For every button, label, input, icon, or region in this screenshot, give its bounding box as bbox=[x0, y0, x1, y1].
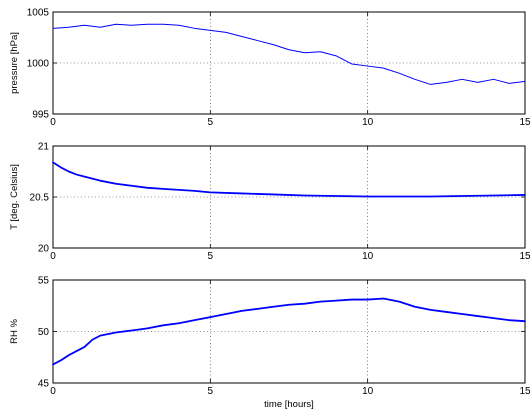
temperature-x-tick-label: 0 bbox=[50, 251, 56, 262]
pressure-y-tick-label: 995 bbox=[32, 110, 49, 121]
humidity-x-tick-label: 5 bbox=[208, 386, 214, 397]
humidity-x-tick-label: 15 bbox=[519, 386, 530, 397]
pressure-x-tick-label: 0 bbox=[50, 117, 56, 128]
temperature-subplot: 0 5 10 15 20 20.5 21 T [deg. Celsius] bbox=[9, 142, 530, 263]
humidity-x-axis-label: time [hours] bbox=[264, 399, 314, 410]
humidity-y-tick-label: 55 bbox=[38, 276, 50, 287]
humidity-y-tick-label: 50 bbox=[38, 327, 50, 338]
temperature-y-axis-label: T [deg. Celsius] bbox=[9, 164, 20, 230]
pressure-y-tick-label: 1005 bbox=[27, 8, 50, 19]
temperature-y-tick-label: 20 bbox=[38, 244, 50, 255]
temperature-x-tick-label: 15 bbox=[519, 251, 530, 262]
humidity-y-tick-label: 45 bbox=[38, 379, 50, 390]
temperature-y-tick-label: 20.5 bbox=[30, 193, 50, 204]
pressure-y-tick-label: 1000 bbox=[27, 59, 50, 70]
humidity-x-tick-label: 0 bbox=[50, 386, 56, 397]
temperature-x-tick-label: 10 bbox=[362, 251, 374, 262]
humidity-subplot: 0 5 10 15 45 50 55 RH % time [hours] bbox=[9, 276, 530, 411]
pressure-subplot: 0 5 10 15 995 1000 1005 pressure [hPa] bbox=[9, 8, 530, 129]
pressure-y-axis-label: pressure [hPa] bbox=[9, 32, 20, 94]
temperature-y-tick-label: 21 bbox=[38, 142, 50, 153]
pressure-x-tick-label: 15 bbox=[519, 117, 530, 128]
temperature-x-tick-label: 5 bbox=[208, 251, 214, 262]
humidity-y-axis-label: RH % bbox=[9, 319, 20, 344]
humidity-x-tick-label: 10 bbox=[362, 386, 374, 397]
pressure-x-tick-label: 10 bbox=[362, 117, 374, 128]
pressure-x-tick-label: 5 bbox=[208, 117, 214, 128]
